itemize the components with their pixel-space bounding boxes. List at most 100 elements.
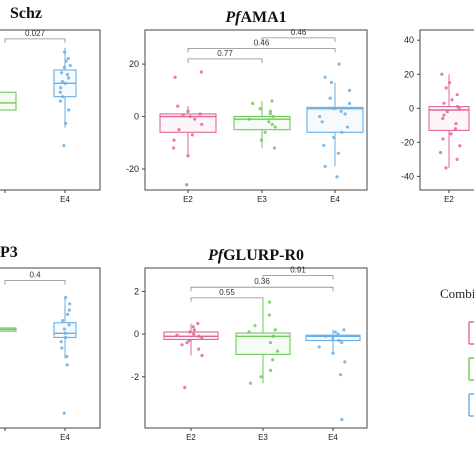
panel-title-rest: GLURP-R0	[223, 247, 304, 264]
box-E2	[159, 70, 217, 187]
data-point	[340, 341, 344, 345]
data-point	[61, 319, 65, 323]
panel-frame	[419, 29, 474, 191]
data-point	[332, 107, 336, 111]
p-value-label: 0.46	[254, 38, 270, 47]
box-iqr	[306, 106, 364, 133]
data-point	[65, 354, 69, 359]
p-value-label: 0.46	[291, 28, 307, 37]
data-point	[450, 98, 454, 102]
comparison-bracket: 0.91	[262, 265, 334, 280]
data-point	[63, 335, 68, 340]
panel-title: P3	[0, 244, 18, 261]
data-point	[59, 340, 63, 344]
p-value-label: 0.027	[25, 29, 46, 38]
bracket-line	[4, 280, 66, 285]
comparison-bracket: 0.027	[4, 29, 66, 43]
data-point	[188, 330, 192, 334]
box-iqr	[159, 113, 217, 133]
data-point	[442, 113, 446, 117]
data-point	[272, 146, 277, 150]
y-tick-label: -20	[401, 137, 414, 147]
data-point	[247, 330, 251, 334]
data-point	[190, 133, 194, 137]
data-point	[267, 313, 272, 317]
data-point	[340, 417, 344, 422]
panel-frame	[144, 29, 368, 191]
data-point	[60, 79, 64, 84]
data-point	[199, 70, 203, 74]
p-value-label: 0.91	[290, 265, 306, 274]
data-point	[200, 353, 204, 358]
y-tick-label: 0	[409, 103, 414, 113]
data-point	[455, 157, 459, 161]
data-point	[65, 72, 69, 77]
data-point	[188, 114, 192, 119]
box-E3	[0, 91, 17, 111]
data-point	[270, 122, 274, 127]
data-point	[322, 143, 326, 148]
data-point	[347, 88, 352, 92]
data-point	[441, 137, 445, 141]
panel-1: Schz E4 0.027	[0, 5, 101, 204]
data-point	[62, 411, 66, 415]
data-point	[328, 96, 332, 100]
data-point	[59, 86, 63, 90]
panel-3: 40 20 0 -20 -40 E2	[401, 29, 474, 204]
y-tick-label: 0	[134, 329, 139, 339]
data-point	[267, 120, 271, 124]
y-tick-label: 0	[134, 112, 139, 122]
data-point	[331, 351, 335, 355]
box-E3	[0, 327, 17, 332]
data-point	[339, 373, 343, 377]
data-point	[198, 112, 202, 116]
data-point	[62, 143, 66, 148]
data-point	[67, 108, 71, 112]
box-E3	[233, 99, 291, 150]
comparison-bracket: 0.4	[4, 271, 66, 285]
data-point	[263, 130, 267, 134]
data-point	[343, 112, 347, 116]
data-point	[339, 109, 343, 113]
panel-frame	[0, 29, 101, 191]
data-point	[333, 330, 337, 334]
comparison-bracket: 0.36	[190, 277, 334, 292]
data-point	[248, 381, 253, 385]
data-point	[187, 338, 191, 343]
data-point	[62, 327, 67, 331]
data-point	[337, 62, 341, 66]
comparison-bracket: 0.46	[261, 28, 336, 42]
comparison-bracket: 0.77	[187, 49, 263, 63]
box-E3	[235, 300, 291, 385]
p-value-label: 0.77	[217, 49, 233, 58]
bracket-line	[187, 58, 263, 63]
bracket-line	[261, 37, 336, 42]
x-tick-label: E4	[328, 433, 338, 442]
data-point	[172, 138, 176, 142]
data-point	[342, 328, 346, 332]
data-point	[343, 360, 347, 364]
panel-title-rest: AMA1	[240, 9, 286, 26]
data-point	[185, 341, 189, 345]
data-point	[268, 109, 273, 113]
data-point	[64, 59, 68, 63]
p-value-label: 0.36	[254, 277, 270, 286]
p-value-label: 0.4	[29, 271, 41, 280]
data-point	[63, 331, 67, 335]
data-point	[259, 138, 264, 142]
data-point	[444, 166, 448, 170]
data-point	[177, 128, 181, 132]
panel-title-italic: Pf	[207, 247, 225, 264]
data-point	[335, 175, 339, 179]
data-point	[200, 122, 204, 127]
data-point	[323, 164, 327, 168]
data-point	[181, 113, 185, 117]
data-point	[192, 332, 196, 336]
data-point	[247, 117, 251, 121]
data-point	[65, 312, 70, 316]
box-E4	[306, 62, 364, 179]
comparison-bracket: 0.55	[190, 288, 264, 302]
data-point	[445, 110, 449, 114]
data-point	[197, 347, 201, 351]
x-tick-label: E2	[444, 195, 454, 204]
